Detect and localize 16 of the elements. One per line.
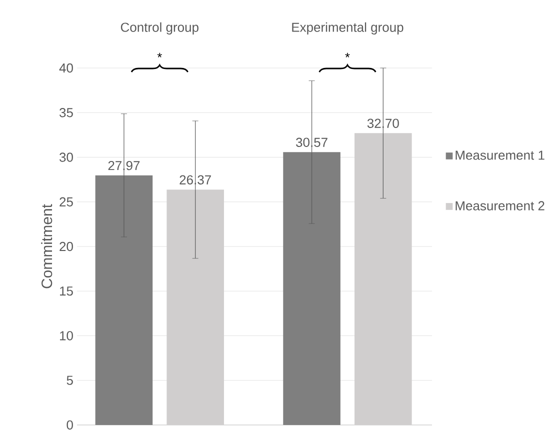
y-tick-label: 25: [60, 197, 73, 206]
y-tick-label: 20: [60, 242, 73, 252]
y-axis-title: Commitment: [41, 204, 52, 288]
y-tick-label: 40: [59, 63, 73, 73]
y-tick-label: 0: [66, 420, 73, 430]
legend-label: Measurement 2: [456, 201, 544, 210]
text: *: [345, 52, 350, 58]
y-tick-label: 30: [60, 152, 73, 162]
y-tick-label: 35: [60, 108, 73, 118]
y-tick-label: 10: [60, 331, 73, 340]
y-tick-label: 15: [60, 286, 73, 296]
text: *: [157, 52, 162, 58]
x-tick-label: Control group: [120, 22, 198, 34]
y-tick-label: 5: [66, 376, 73, 385]
legend-label: Measurement 1: [456, 150, 544, 160]
x-tick-label: Experimental group: [292, 22, 404, 34]
